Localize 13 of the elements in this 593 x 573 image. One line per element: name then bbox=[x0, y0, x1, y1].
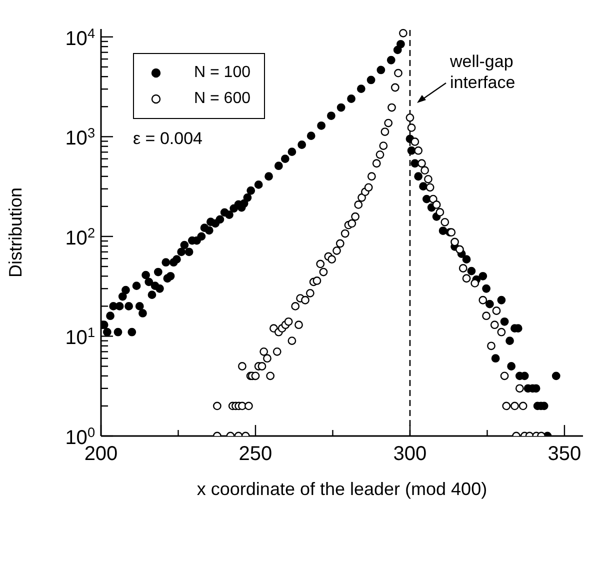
y-tick-label: 10$^{1}$ bbox=[65, 324, 95, 350]
y-tick-label: 10$^{2}$ bbox=[65, 224, 95, 250]
x-tick-label: 300 bbox=[393, 443, 427, 465]
annotation: ε = 0.004 bbox=[133, 129, 202, 149]
ref-line-label: well-gap interface bbox=[448, 52, 516, 92]
y-tick-label: 10$^{3}$ bbox=[65, 125, 95, 150]
x-axis-title: x coordinate of the leader (mod 400) bbox=[196, 479, 488, 499]
x-tick-label: 250 bbox=[238, 443, 272, 465]
y-tick-label: 10$^{4}$ bbox=[65, 25, 96, 50]
legend-label: N = 100 bbox=[194, 64, 250, 82]
y-axis-title: Distribution bbox=[5, 187, 26, 278]
x-tick-label: 350 bbox=[548, 443, 582, 465]
legend-label: N = 600 bbox=[194, 90, 250, 108]
